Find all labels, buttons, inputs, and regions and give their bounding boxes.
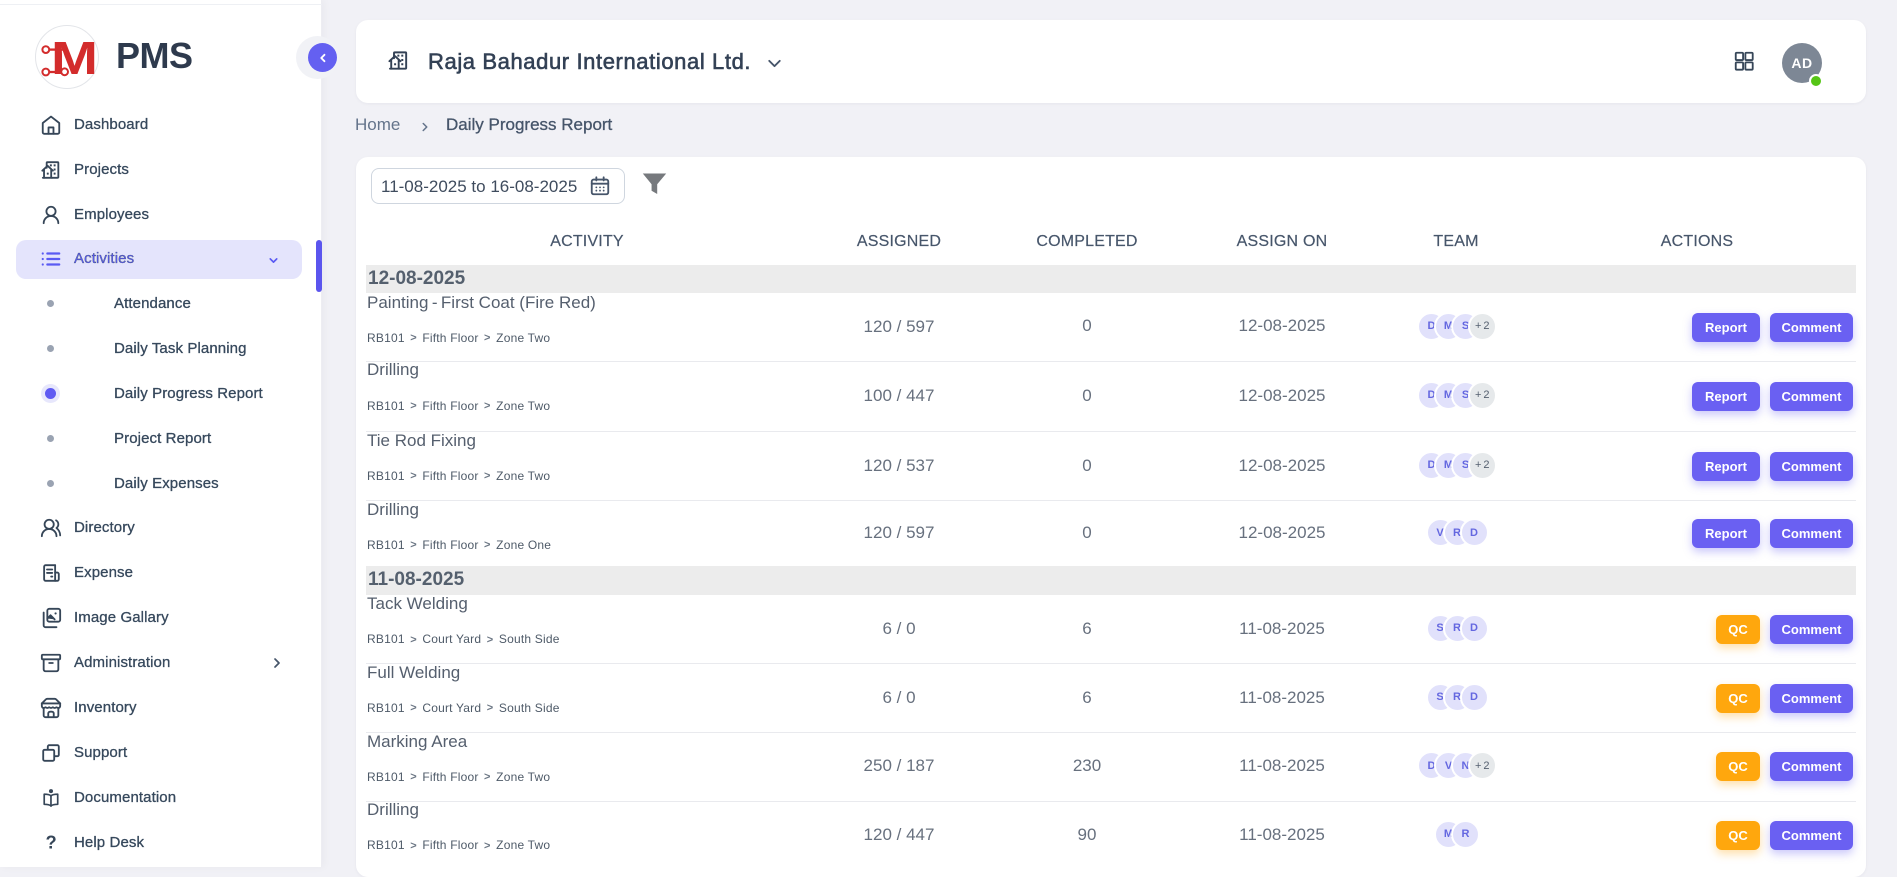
svg-text:?: ? <box>46 832 57 853</box>
svg-text:M: M <box>51 32 98 84</box>
